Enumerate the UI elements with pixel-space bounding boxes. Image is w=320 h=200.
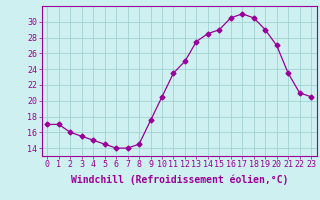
X-axis label: Windchill (Refroidissement éolien,°C): Windchill (Refroidissement éolien,°C) (70, 175, 288, 185)
